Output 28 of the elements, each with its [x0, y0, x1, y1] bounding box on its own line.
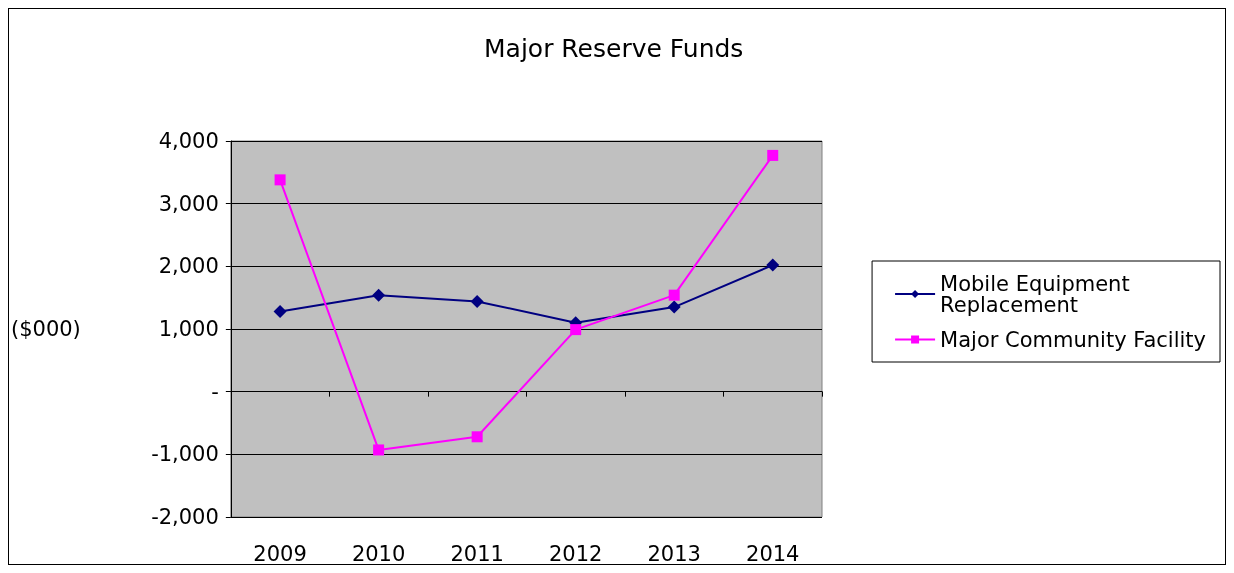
y-tick-label: -	[211, 379, 219, 404]
x-tick-label: 2009	[253, 541, 307, 566]
point	[373, 444, 385, 456]
point	[570, 324, 582, 336]
x-tick-label: 2010	[351, 541, 406, 566]
x-tick-label: 2011	[450, 541, 504, 566]
y-tick-label: 3,000	[158, 191, 219, 216]
y-tick-label: -1,000	[151, 442, 219, 467]
legend-label: Mobile Equipment Replacement	[940, 271, 1137, 317]
y-axis-title: ($000)	[10, 317, 81, 341]
point	[667, 300, 681, 314]
y-tick-label: 2,000	[158, 254, 219, 279]
x-tick-label: 2012	[548, 541, 603, 566]
y-tick-label: 1,000	[158, 317, 219, 341]
y-tick-label: -2,000	[151, 505, 219, 529]
chart-title: Major Reserve Funds	[484, 34, 744, 63]
point	[372, 288, 386, 302]
point	[470, 294, 484, 308]
point	[274, 174, 286, 186]
point	[767, 149, 779, 161]
point	[273, 304, 287, 318]
point	[668, 289, 680, 301]
point	[766, 258, 780, 272]
x-tick-label: 2014	[746, 541, 800, 566]
x-tick-label: 2013	[647, 541, 701, 566]
y-tick-label: 4,000	[158, 129, 219, 153]
point	[471, 431, 483, 443]
legend-label: Major Community Facility	[940, 327, 1207, 352]
